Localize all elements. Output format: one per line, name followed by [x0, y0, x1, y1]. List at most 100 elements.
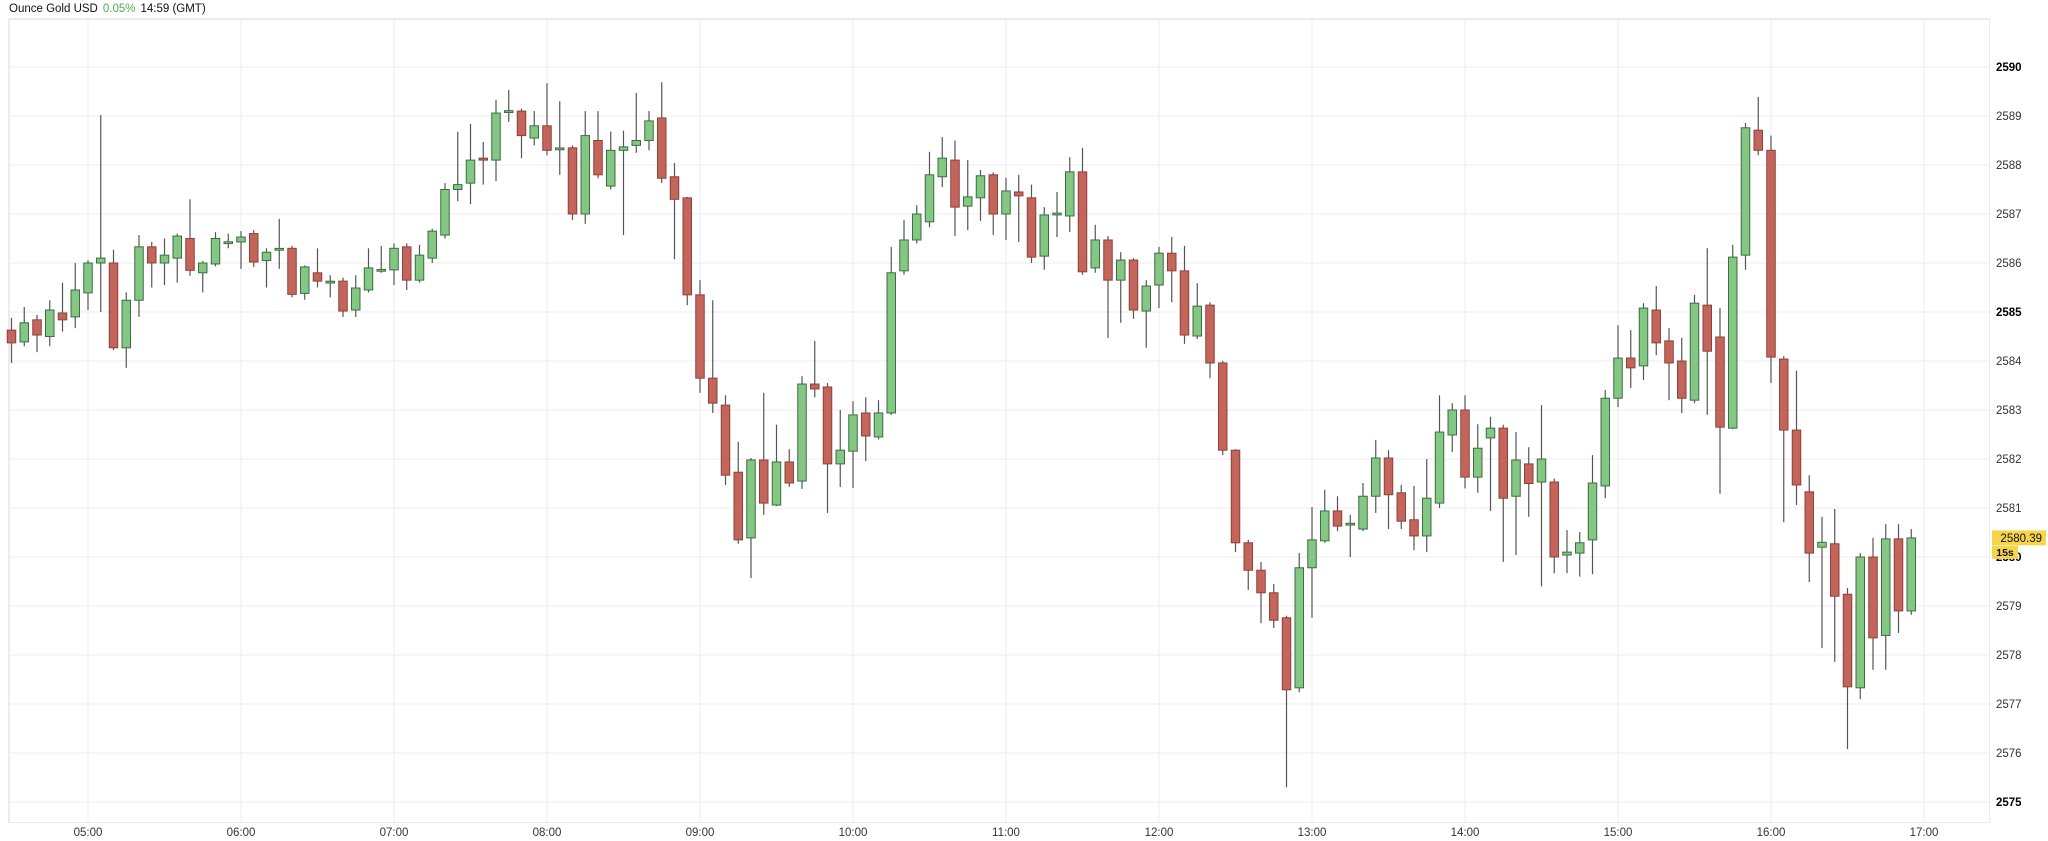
- candle-12:20[interactable]: [1205, 302, 1215, 379]
- chart-plot-area[interactable]: [8, 18, 1991, 824]
- candle-15:45[interactable]: [1728, 244, 1738, 430]
- candle-05:15[interactable]: [121, 292, 131, 368]
- candle-11:20[interactable]: [1052, 191, 1062, 238]
- candle-15:50[interactable]: [1740, 122, 1751, 270]
- candle-11:00[interactable]: [1001, 177, 1011, 240]
- candle-14:55[interactable]: [1600, 389, 1610, 499]
- candle-10:10[interactable]: [873, 400, 884, 440]
- candle-11:05[interactable]: [1014, 174, 1024, 242]
- candle-07:35[interactable]: [478, 141, 488, 185]
- candle-05:55[interactable]: [223, 233, 233, 249]
- candle-15:15[interactable]: [1651, 286, 1661, 356]
- candle-04:30[interactable]: [6, 317, 17, 363]
- candle-12:35[interactable]: [1243, 539, 1253, 590]
- candle-15:10[interactable]: [1638, 303, 1649, 381]
- candle-14:20[interactable]: [1511, 432, 1521, 556]
- candle-13:05[interactable]: [1320, 489, 1330, 543]
- candle-13:00[interactable]: [1307, 507, 1317, 618]
- candle-10:15[interactable]: [886, 246, 896, 415]
- candle-15:40[interactable]: [1715, 308, 1725, 494]
- candle-13:30[interactable]: [1383, 450, 1394, 530]
- candle-16:45[interactable]: [1881, 524, 1891, 670]
- candle-13:40[interactable]: [1409, 485, 1419, 551]
- candle-14:40[interactable]: [1562, 530, 1572, 574]
- candle-12:05[interactable]: [1167, 237, 1177, 303]
- candle-11:10[interactable]: [1026, 184, 1037, 263]
- candle-05:20[interactable]: [134, 235, 144, 317]
- candle-15:55[interactable]: [1753, 96, 1763, 156]
- candle-12:15[interactable]: [1192, 283, 1202, 339]
- candle-10:00[interactable]: [848, 401, 858, 488]
- candle-08:55[interactable]: [682, 196, 692, 306]
- time-axis[interactable]: [0, 823, 2048, 841]
- candle-12:45[interactable]: [1269, 583, 1279, 629]
- candle-11:30[interactable]: [1077, 147, 1088, 275]
- candle-09:45[interactable]: [810, 340, 820, 398]
- candle-16:30[interactable]: [1842, 587, 1853, 750]
- candle-04:55[interactable]: [70, 263, 80, 329]
- candle-06:30[interactable]: [312, 248, 323, 288]
- candle-08:00[interactable]: [542, 83, 552, 156]
- candle-10:50[interactable]: [975, 169, 986, 221]
- candle-12:40[interactable]: [1256, 561, 1266, 624]
- candle-11:25[interactable]: [1065, 157, 1075, 233]
- candle-07:50[interactable]: [516, 108, 527, 159]
- candle-05:35[interactable]: [172, 233, 182, 283]
- candle-14:15[interactable]: [1498, 424, 1508, 562]
- candle-14:05[interactable]: [1473, 424, 1483, 493]
- candle-16:50[interactable]: [1893, 524, 1904, 633]
- candle-05:40[interactable]: [185, 199, 195, 276]
- candle-05:05[interactable]: [96, 115, 106, 312]
- candle-11:55[interactable]: [1141, 280, 1151, 348]
- candle-06:55[interactable]: [376, 245, 386, 273]
- candle-14:45[interactable]: [1575, 532, 1585, 577]
- candle-13:55[interactable]: [1447, 403, 1457, 453]
- candle-07:40[interactable]: [491, 99, 501, 182]
- candle-10:20[interactable]: [899, 219, 909, 275]
- candle-06:35[interactable]: [325, 275, 335, 298]
- candle-06:50[interactable]: [363, 248, 374, 293]
- candle-08:25[interactable]: [606, 131, 616, 190]
- candle-13:50[interactable]: [1434, 395, 1445, 508]
- candle-15:35[interactable]: [1702, 248, 1712, 415]
- candle-10:45[interactable]: [963, 160, 973, 231]
- candle-08:05[interactable]: [555, 101, 565, 175]
- candle-04:50[interactable]: [57, 282, 68, 332]
- candle-16:20[interactable]: [1817, 516, 1827, 649]
- candle-16:15[interactable]: [1804, 475, 1814, 582]
- candle-06:00[interactable]: [236, 231, 246, 269]
- candle-09:30[interactable]: [771, 424, 782, 507]
- candle-11:15[interactable]: [1039, 207, 1049, 270]
- candle-14:30[interactable]: [1536, 405, 1547, 587]
- candle-11:35[interactable]: [1090, 224, 1100, 273]
- candle-10:05[interactable]: [861, 397, 871, 461]
- candle-08:10[interactable]: [567, 145, 578, 220]
- candle-11:45[interactable]: [1116, 252, 1126, 323]
- candle-07:25[interactable]: [453, 131, 463, 202]
- candle-07:45[interactable]: [504, 90, 514, 122]
- candle-15:30[interactable]: [1689, 294, 1700, 404]
- candle-13:10[interactable]: [1332, 496, 1343, 532]
- candle-12:50[interactable]: [1281, 615, 1292, 788]
- candle-14:35[interactable]: [1549, 478, 1559, 574]
- candle-16:25[interactable]: [1830, 508, 1840, 662]
- candle-12:30[interactable]: [1230, 449, 1241, 553]
- candle-08:50[interactable]: [669, 163, 680, 260]
- candle-09:20[interactable]: [746, 458, 756, 579]
- candle-05:10[interactable]: [108, 249, 119, 351]
- candle-06:45[interactable]: [351, 275, 361, 317]
- candle-08:30[interactable]: [618, 130, 629, 236]
- candle-05:00[interactable]: [83, 260, 93, 311]
- candle-15:25[interactable]: [1677, 337, 1687, 413]
- candle-09:05[interactable]: [708, 300, 718, 413]
- candle-08:40[interactable]: [644, 111, 654, 151]
- candle-09:40[interactable]: [797, 376, 807, 489]
- candle-15:20[interactable]: [1664, 328, 1674, 401]
- candle-12:00[interactable]: [1154, 246, 1164, 309]
- candle-14:00[interactable]: [1460, 395, 1470, 489]
- candle-13:45[interactable]: [1422, 459, 1432, 553]
- candle-05:45[interactable]: [198, 261, 208, 293]
- candle-09:25[interactable]: [759, 392, 769, 515]
- candle-11:40[interactable]: [1103, 236, 1113, 338]
- price-axis[interactable]: [1990, 0, 2048, 841]
